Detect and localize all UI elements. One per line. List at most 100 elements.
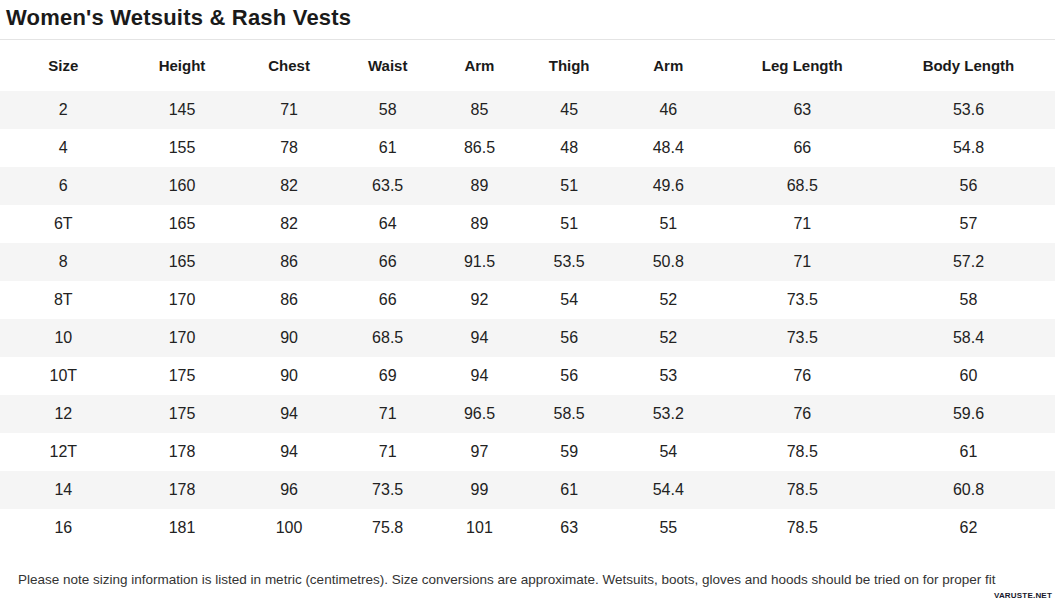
measurement-cell: 85: [435, 91, 525, 129]
measurement-cell: 89: [435, 167, 525, 205]
measurement-cell: 48.4: [614, 129, 723, 167]
measurement-cell: 68.5: [723, 167, 882, 205]
measurement-cell: 56: [882, 167, 1055, 205]
measurement-cell: 61: [341, 129, 435, 167]
size-cell: 12T: [0, 433, 127, 471]
measurement-cell: 76: [723, 395, 882, 433]
measurement-cell: 73.5: [723, 319, 882, 357]
table-row-size-12: 12175947196.558.553.27659.6: [0, 395, 1055, 433]
measurement-cell: 175: [127, 395, 238, 433]
measurement-cell: 60: [882, 357, 1055, 395]
table-row-size-6t: 6T16582648951517157: [0, 205, 1055, 243]
measurement-cell: 78: [237, 129, 340, 167]
size-cell: 10T: [0, 357, 127, 395]
measurement-cell: 49.6: [614, 167, 723, 205]
measurement-cell: 78.5: [723, 509, 882, 547]
measurement-cell: 50.8: [614, 243, 723, 281]
measurement-cell: 66: [341, 281, 435, 319]
measurement-cell: 59.6: [882, 395, 1055, 433]
measurement-cell: 54.4: [614, 471, 723, 509]
measurement-cell: 100: [237, 509, 340, 547]
measurement-cell: 52: [614, 281, 723, 319]
table-header-row: SizeHeightChestWaistArmThighArmLeg Lengt…: [0, 40, 1055, 91]
measurement-cell: 96: [237, 471, 340, 509]
size-cell: 2: [0, 91, 127, 129]
table-row-size-6: 61608263.5895149.668.556: [0, 167, 1055, 205]
measurement-cell: 58: [341, 91, 435, 129]
measurement-cell: 48: [524, 129, 614, 167]
sizing-note: Please note sizing information is listed…: [0, 569, 1055, 590]
column-header-arm-4: Arm: [435, 40, 525, 91]
column-header-size-0: Size: [0, 40, 127, 91]
measurement-cell: 89: [435, 205, 525, 243]
measurement-cell: 78.5: [723, 433, 882, 471]
size-cell: 8: [0, 243, 127, 281]
measurement-cell: 99: [435, 471, 525, 509]
measurement-cell: 57: [882, 205, 1055, 243]
measurement-cell: 90: [237, 357, 340, 395]
measurement-cell: 46: [614, 91, 723, 129]
measurement-cell: 54.8: [882, 129, 1055, 167]
measurement-cell: 61: [882, 433, 1055, 471]
measurement-cell: 94: [237, 433, 340, 471]
measurement-cell: 51: [614, 205, 723, 243]
measurement-cell: 71: [237, 91, 340, 129]
table-row-size-8: 8165866691.553.550.87157.2: [0, 243, 1055, 281]
measurement-cell: 53.2: [614, 395, 723, 433]
measurement-cell: 61: [524, 471, 614, 509]
measurement-cell: 145: [127, 91, 238, 129]
measurement-cell: 97: [435, 433, 525, 471]
measurement-cell: 57.2: [882, 243, 1055, 281]
page-title: Women's Wetsuits & Rash Vests: [0, 0, 1055, 39]
measurement-cell: 66: [723, 129, 882, 167]
measurement-cell: 56: [524, 319, 614, 357]
table-row-size-14: 141789673.5996154.478.560.8: [0, 471, 1055, 509]
column-header-body-length-8: Body Length: [882, 40, 1055, 91]
measurement-cell: 56: [524, 357, 614, 395]
size-cell: 12: [0, 395, 127, 433]
measurement-cell: 86: [237, 243, 340, 281]
table-row-size-4: 4155786186.54848.46654.8: [0, 129, 1055, 167]
size-cell: 6T: [0, 205, 127, 243]
table-row-size-12t: 12T178947197595478.561: [0, 433, 1055, 471]
measurement-cell: 62: [882, 509, 1055, 547]
measurement-cell: 76: [723, 357, 882, 395]
measurement-cell: 55: [614, 509, 723, 547]
table-row-size-10: 101709068.594565273.558.4: [0, 319, 1055, 357]
measurement-cell: 155: [127, 129, 238, 167]
measurement-cell: 175: [127, 357, 238, 395]
measurement-cell: 63: [723, 91, 882, 129]
measurement-cell: 86: [237, 281, 340, 319]
table-row-size-10t: 10T17590699456537660: [0, 357, 1055, 395]
measurement-cell: 92: [435, 281, 525, 319]
measurement-cell: 94: [237, 395, 340, 433]
measurement-cell: 178: [127, 433, 238, 471]
measurement-cell: 73.5: [341, 471, 435, 509]
table-row-size-8t: 8T170866692545273.558: [0, 281, 1055, 319]
measurement-cell: 178: [127, 471, 238, 509]
measurement-cell: 51: [524, 205, 614, 243]
measurement-cell: 66: [341, 243, 435, 281]
measurement-cell: 91.5: [435, 243, 525, 281]
column-header-arm-6: Arm: [614, 40, 723, 91]
measurement-cell: 71: [341, 395, 435, 433]
column-header-thigh-5: Thigh: [524, 40, 614, 91]
measurement-cell: 96.5: [435, 395, 525, 433]
size-cell: 14: [0, 471, 127, 509]
measurement-cell: 53: [614, 357, 723, 395]
size-guide-page: Women's Wetsuits & Rash Vests SizeHeight…: [0, 0, 1055, 602]
measurement-cell: 45: [524, 91, 614, 129]
measurement-cell: 86.5: [435, 129, 525, 167]
watermark: VARUSTE.NET: [994, 591, 1052, 600]
measurement-cell: 82: [237, 167, 340, 205]
measurement-cell: 170: [127, 319, 238, 357]
measurement-cell: 58.5: [524, 395, 614, 433]
measurement-cell: 94: [435, 319, 525, 357]
measurement-cell: 68.5: [341, 319, 435, 357]
measurement-cell: 73.5: [723, 281, 882, 319]
measurement-cell: 90: [237, 319, 340, 357]
table-row-size-16: 1618110075.8101635578.562: [0, 509, 1055, 547]
measurement-cell: 160: [127, 167, 238, 205]
measurement-cell: 59: [524, 433, 614, 471]
measurement-cell: 63: [524, 509, 614, 547]
